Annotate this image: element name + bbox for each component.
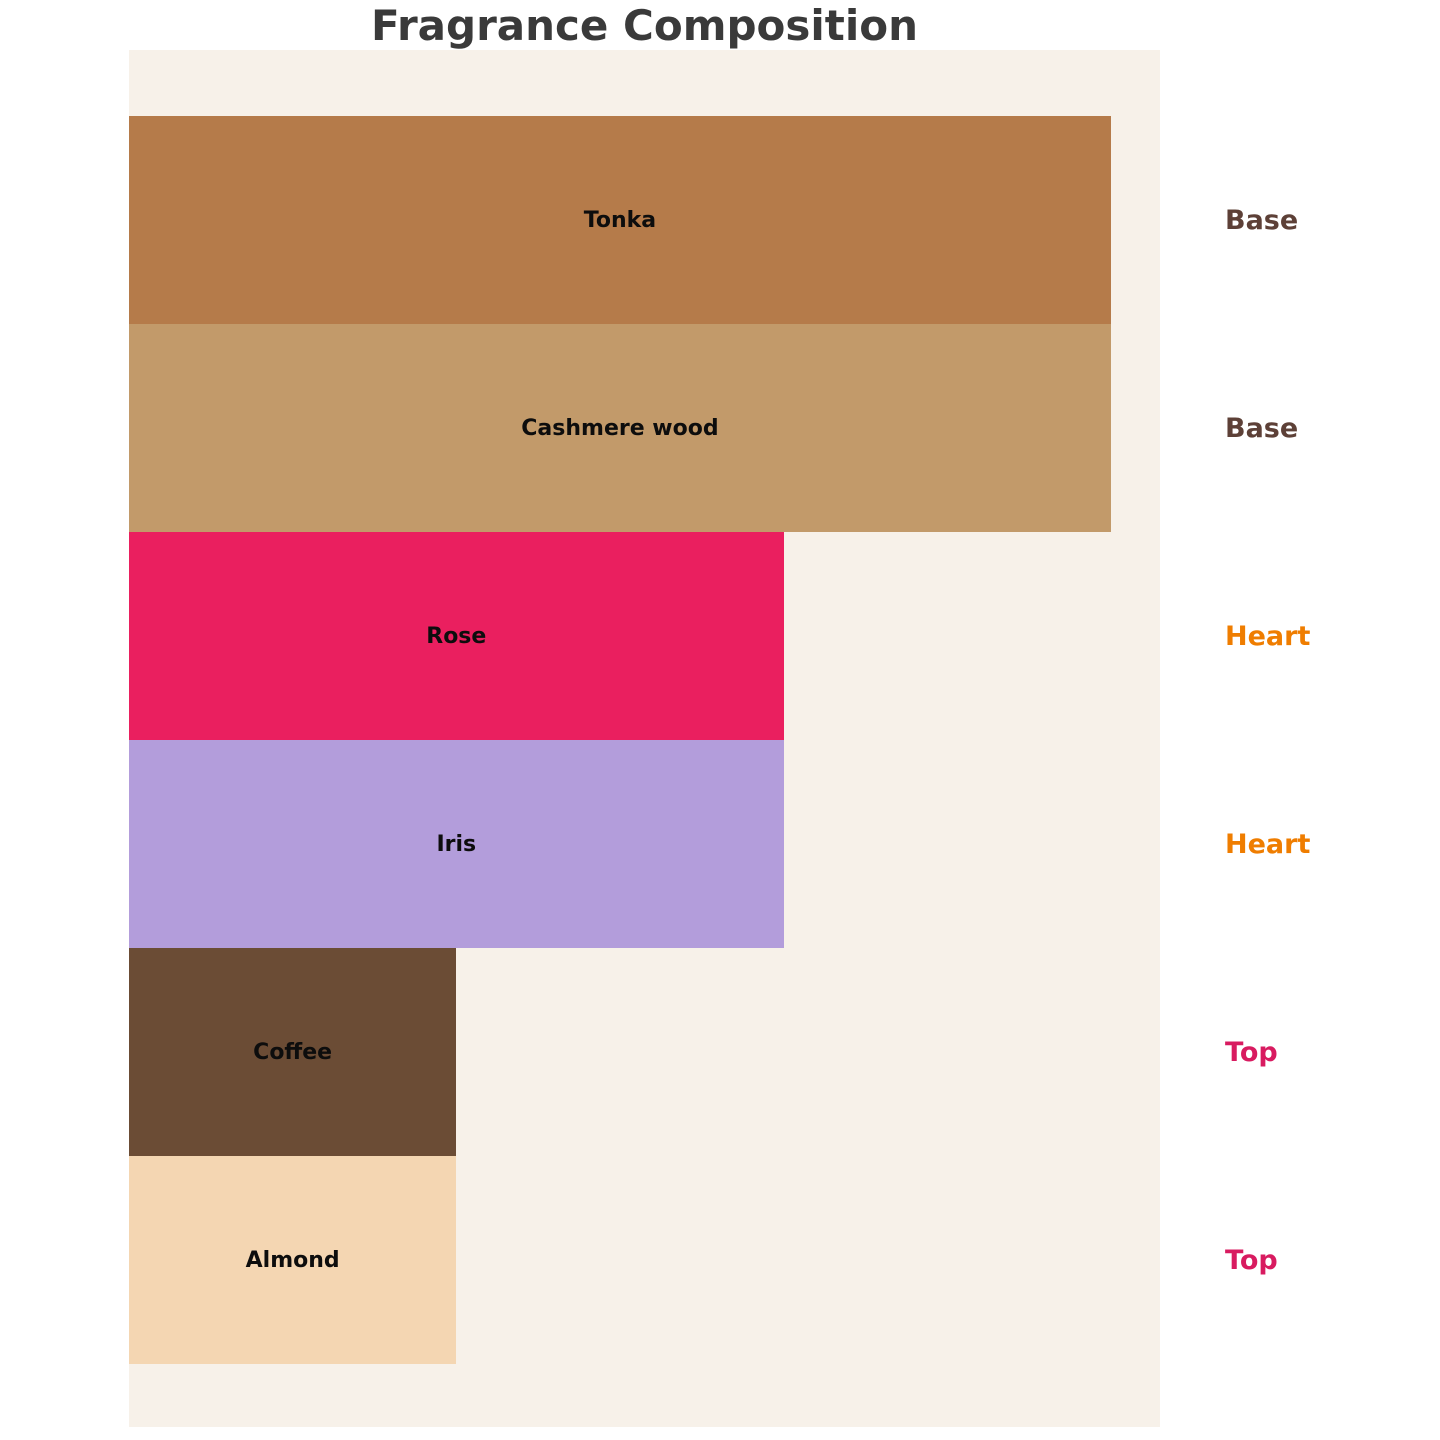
group-label-top-1: Top [1225,1036,1278,1068]
group-label-base-2: Base [1225,412,1299,444]
group-row-5: Top [1225,948,1440,1156]
group-label-heart-2: Heart [1225,828,1311,860]
bar-label-coffee: Coffee [253,1039,333,1065]
bar-label-almond: Almond [245,1247,340,1273]
bar-almond: Almond [129,1156,457,1364]
note-group-labels: Base Base Heart Heart Top Top [1225,50,1440,1364]
plot-area: Tonka Cashmere wood Rose Iris Coffee Alm… [129,50,1160,1427]
group-label-heart-1: Heart [1225,620,1311,652]
group-label-base-1: Base [1225,204,1299,236]
group-row-3: Heart [1225,532,1440,740]
bar-series: Tonka Cashmere wood Rose Iris Coffee Alm… [129,116,1160,1364]
bar-label-cashmere-wood: Cashmere wood [521,415,719,441]
group-label-top-2: Top [1225,1244,1278,1276]
chart-title: Fragrance Composition [370,1,919,50]
group-row-1: Base [1225,116,1440,324]
group-row-2: Base [1225,324,1440,532]
bar-cashmere-wood: Cashmere wood [129,324,1111,532]
group-row-4: Heart [1225,740,1440,948]
bar-label-rose: Rose [426,623,487,649]
bar-rose: Rose [129,532,784,740]
bar-label-tonka: Tonka [583,207,657,233]
group-row-6: Top [1225,1156,1440,1364]
bar-coffee: Coffee [129,948,457,1156]
bar-tonka: Tonka [129,116,1111,324]
bar-iris: Iris [129,740,784,948]
spacer [1225,50,1440,116]
bar-label-iris: Iris [436,831,477,857]
